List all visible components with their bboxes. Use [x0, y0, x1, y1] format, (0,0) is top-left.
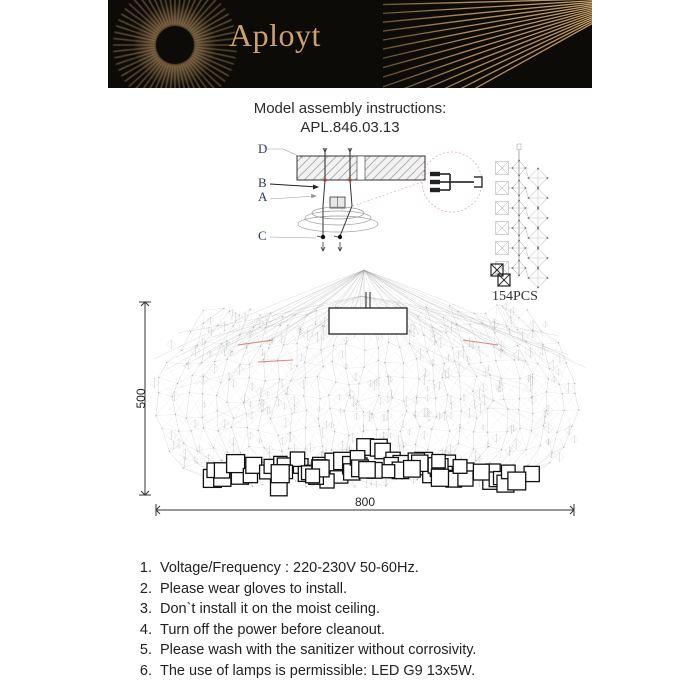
svg-text:154PCS: 154PCS: [492, 289, 538, 304]
svg-text:B: B: [258, 175, 267, 190]
svg-text:500: 500: [134, 388, 148, 408]
svg-text:A: A: [258, 189, 268, 204]
svg-text:C: C: [258, 228, 267, 243]
svg-text:800: 800: [355, 495, 375, 509]
svg-text:D: D: [258, 141, 267, 156]
